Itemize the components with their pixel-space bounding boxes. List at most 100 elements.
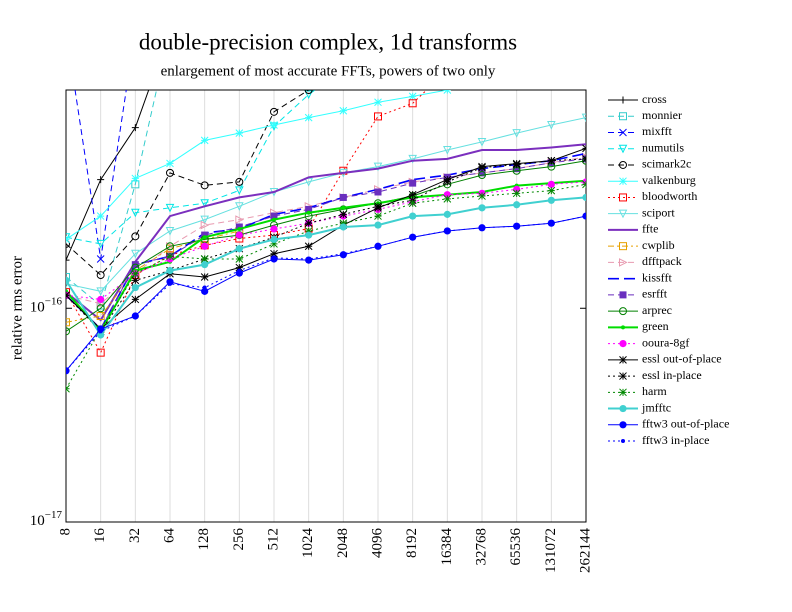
data-point — [478, 192, 486, 200]
data-point — [478, 204, 486, 212]
data-point — [339, 193, 347, 201]
data-point — [409, 212, 417, 220]
legend-marker — [619, 404, 627, 413]
data-point — [341, 205, 346, 210]
data-point — [237, 226, 242, 231]
series-line — [66, 90, 316, 245]
data-point — [547, 180, 555, 188]
data-point — [200, 136, 209, 145]
data-point — [306, 257, 311, 262]
data-point — [97, 176, 105, 184]
data-point — [581, 113, 586, 123]
data-point — [408, 199, 417, 208]
data-point — [374, 98, 382, 107]
data-point — [582, 155, 586, 163]
data-point — [66, 327, 70, 336]
data-point — [408, 99, 417, 108]
data-point — [202, 285, 207, 290]
legend-label: jmfftc — [641, 400, 671, 414]
data-point — [235, 215, 244, 224]
series-line — [66, 90, 310, 276]
data-point — [512, 160, 521, 169]
x-tick-label: 128 — [196, 528, 212, 551]
data-point — [235, 177, 244, 186]
legend-marker — [619, 355, 627, 364]
data-point — [409, 179, 417, 187]
data-point — [96, 255, 105, 263]
data-point — [582, 144, 586, 153]
legend-label: essl out-of-place — [642, 352, 722, 366]
data-point — [235, 255, 244, 263]
x-tick-label: 64 — [161, 528, 177, 544]
data-point — [341, 251, 346, 256]
data-point — [133, 314, 138, 319]
data-point — [547, 121, 556, 130]
data-point — [443, 210, 451, 218]
data-point — [166, 252, 174, 261]
data-point — [304, 90, 313, 94]
legend-label: numutils — [642, 140, 684, 154]
series-line — [66, 160, 586, 332]
data-point — [582, 193, 586, 202]
data-point — [201, 287, 209, 295]
legend-label: monnier — [642, 108, 682, 122]
chart-subtitle: enlargement of most accurate FFTs, power… — [161, 63, 496, 79]
data-point — [66, 273, 70, 282]
data-point — [66, 256, 70, 264]
data-point — [131, 249, 140, 259]
data-point — [272, 217, 276, 222]
data-point — [512, 189, 521, 198]
series-line — [66, 90, 150, 261]
data-point — [168, 281, 172, 286]
legend-label: ffte — [642, 222, 658, 236]
legend-marker — [619, 112, 627, 121]
legend-label: sciport — [642, 205, 675, 219]
x-tick-label: 4096 — [369, 528, 385, 559]
legend-marker — [621, 439, 625, 444]
legend-marker — [619, 291, 627, 299]
data-point — [200, 199, 209, 208]
plot-frame — [65, 89, 587, 523]
legend-label: bloodworth — [642, 189, 697, 203]
data-point — [200, 220, 210, 230]
data-point — [66, 368, 68, 373]
data-point — [166, 242, 174, 251]
data-point — [513, 165, 521, 173]
data-point — [549, 221, 554, 226]
x-tick-label: 16 — [92, 528, 108, 544]
chart-title: double-precision complex, 1d transforms — [139, 29, 517, 54]
data-point — [374, 221, 382, 229]
data-point — [97, 295, 105, 304]
data-point — [96, 212, 105, 220]
data-point — [235, 186, 244, 196]
data-point — [582, 156, 586, 165]
x-tick-label: 131072 — [543, 528, 559, 573]
y-tick-label: 10−17 — [30, 509, 63, 530]
x-tick-label: 32 — [127, 528, 143, 543]
legend-marker — [619, 388, 627, 397]
data-point — [201, 242, 209, 250]
data-point — [66, 291, 70, 300]
legend-marker — [619, 242, 627, 251]
series-line — [66, 215, 586, 372]
data-point — [66, 276, 70, 285]
legend-label: essl in-place — [642, 368, 702, 382]
legend-label: valkenburg — [642, 173, 696, 187]
data-point — [305, 205, 313, 213]
x-tick-label: 16384 — [439, 528, 455, 566]
legend-marker — [619, 307, 627, 316]
data-point — [339, 210, 348, 219]
x-tick-label: 8 — [57, 528, 73, 536]
series-line — [66, 156, 586, 305]
data-point — [514, 224, 519, 229]
data-point — [165, 203, 175, 213]
x-tick-label: 1024 — [300, 528, 316, 559]
data-point — [165, 226, 175, 236]
data-point — [200, 215, 209, 225]
data-point — [202, 235, 207, 240]
data-point — [131, 283, 139, 292]
data-point — [374, 112, 382, 121]
legend-marker — [619, 258, 628, 267]
